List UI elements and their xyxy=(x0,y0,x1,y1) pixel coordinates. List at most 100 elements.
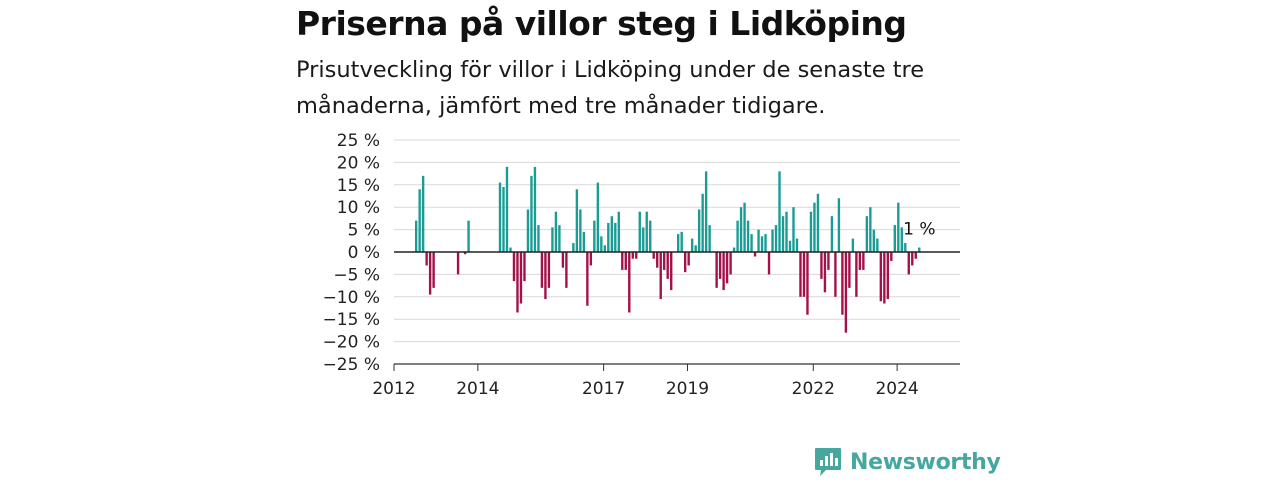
bar xyxy=(757,229,760,252)
bar xyxy=(701,193,704,252)
y-tick-label: −5 % xyxy=(333,265,380,285)
bar xyxy=(656,252,659,268)
bar xyxy=(816,193,820,252)
y-tick-label: 15 % xyxy=(337,176,380,196)
bar xyxy=(677,234,680,252)
bar xyxy=(428,252,432,295)
bar xyxy=(767,252,771,275)
x-tick-label: 2017 xyxy=(582,379,625,399)
bar xyxy=(771,229,774,252)
bar xyxy=(624,252,627,270)
x-axis-ticks: 2012 2014 2017 2019 2022 2024 xyxy=(372,364,919,399)
bar xyxy=(778,171,781,252)
bar xyxy=(683,252,687,273)
bar xyxy=(690,238,694,252)
bar xyxy=(827,252,830,270)
bar xyxy=(628,252,631,313)
bar xyxy=(879,252,883,302)
bar xyxy=(659,252,662,300)
bar xyxy=(704,171,708,252)
last-value-label: 1 % xyxy=(903,220,935,240)
bar xyxy=(715,252,718,288)
bar xyxy=(820,252,823,279)
bar xyxy=(537,225,540,252)
bar xyxy=(883,252,886,304)
bar xyxy=(694,245,697,252)
bar xyxy=(834,252,837,297)
bar xyxy=(788,240,792,252)
bar xyxy=(848,252,851,288)
bar xyxy=(795,238,799,252)
bar xyxy=(463,252,467,255)
bar xyxy=(579,209,582,252)
bar xyxy=(610,216,613,252)
bar xyxy=(509,247,512,252)
bar xyxy=(872,229,876,252)
bar xyxy=(837,198,841,252)
bar xyxy=(722,252,725,291)
bar xyxy=(561,252,565,268)
bar xyxy=(900,227,903,252)
bar xyxy=(523,252,526,282)
bar xyxy=(572,243,575,252)
bar xyxy=(502,187,505,252)
bar xyxy=(512,252,516,282)
bar xyxy=(467,220,470,252)
bar xyxy=(813,202,816,252)
bar xyxy=(621,252,624,270)
bar xyxy=(603,245,607,252)
y-tick-label: −25 % xyxy=(323,355,380,375)
bar xyxy=(516,252,519,313)
bar xyxy=(530,175,533,252)
bar xyxy=(649,220,652,252)
bar xyxy=(558,225,561,252)
bar xyxy=(802,252,806,297)
bar xyxy=(635,252,638,259)
y-axis-labels: 25 %20 % 15 %10 % 5 %0 %−5 % −10 %−15 % −20 … xyxy=(323,131,380,375)
bar xyxy=(505,166,509,252)
bar xyxy=(708,225,711,252)
bar xyxy=(893,225,896,252)
bar xyxy=(614,222,617,252)
bar xyxy=(876,238,879,252)
bar xyxy=(533,166,537,252)
bar xyxy=(586,252,589,306)
bar xyxy=(600,236,603,252)
bar xyxy=(886,252,890,300)
bar xyxy=(617,211,620,252)
bar xyxy=(718,252,722,279)
bar xyxy=(670,252,673,291)
bar xyxy=(736,220,739,252)
bar xyxy=(799,252,802,297)
bar xyxy=(642,227,645,252)
bar xyxy=(519,252,523,304)
bar xyxy=(732,247,736,252)
bar xyxy=(911,252,914,266)
y-tick-label: 20 % xyxy=(337,153,380,173)
bar xyxy=(687,252,690,266)
bar xyxy=(862,252,865,270)
bar xyxy=(540,252,544,288)
bar xyxy=(638,211,641,252)
x-tick-label: 2024 xyxy=(875,379,918,399)
x-tick-label: 2019 xyxy=(666,379,709,399)
y-tick-label: −20 % xyxy=(323,333,380,353)
bar xyxy=(746,220,750,252)
bar xyxy=(750,234,753,252)
bar xyxy=(890,252,893,261)
y-tick-label: 0 % xyxy=(348,243,380,263)
bar xyxy=(575,189,579,252)
bar xyxy=(697,209,701,252)
bar xyxy=(582,231,586,252)
x-tick-label: 2022 xyxy=(792,379,835,399)
bar xyxy=(418,189,421,252)
bar xyxy=(631,252,634,259)
bar xyxy=(554,211,558,252)
gridlines xyxy=(394,139,960,343)
newsworthy-logo[interactable]: Newsworthy xyxy=(814,446,1001,478)
bar xyxy=(414,220,418,252)
bar xyxy=(589,252,593,266)
bar xyxy=(904,243,907,252)
brand-name: Newsworthy xyxy=(850,449,1001,475)
bar xyxy=(663,252,666,270)
